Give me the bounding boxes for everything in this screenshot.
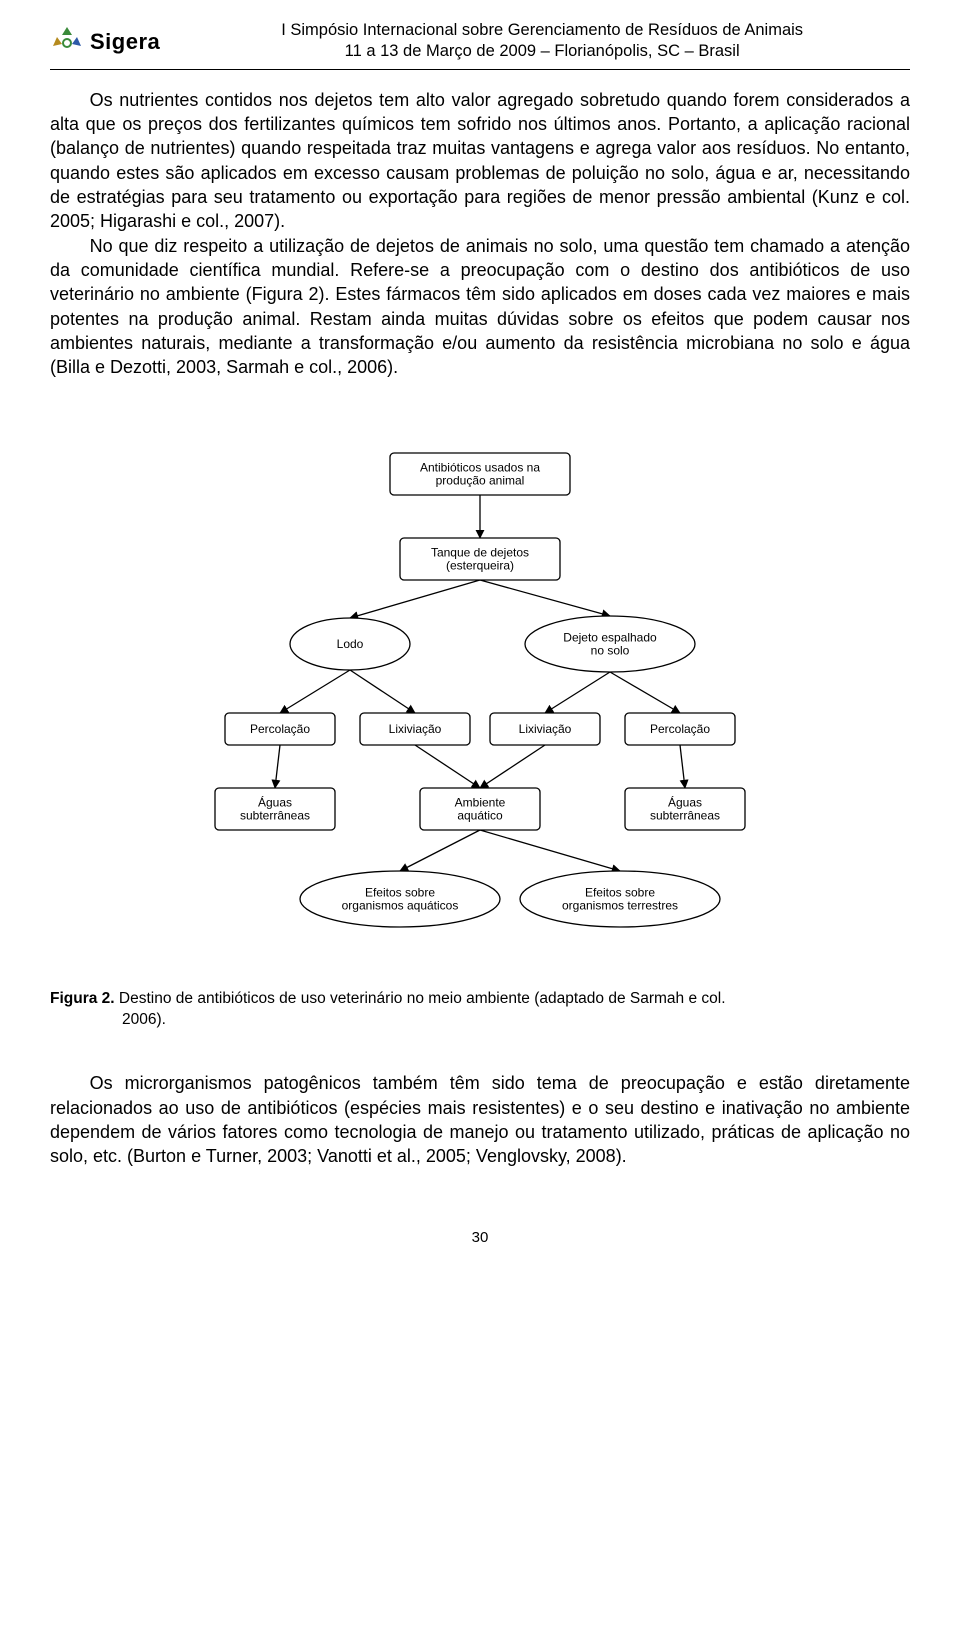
body-text-2: Os microrganismos patogênicos também têm… bbox=[50, 1071, 910, 1168]
svg-text:Percolação: Percolação bbox=[650, 722, 710, 736]
header-titles: I Simpósio Internacional sobre Gerenciam… bbox=[174, 20, 910, 63]
svg-text:subterrâneas: subterrâneas bbox=[650, 809, 720, 823]
page-header: Sigera I Simpósio Internacional sobre Ge… bbox=[50, 20, 910, 70]
svg-text:(esterqueira): (esterqueira) bbox=[446, 559, 514, 573]
svg-text:subterrâneas: subterrâneas bbox=[240, 809, 310, 823]
body-text: Os nutrientes contidos nos dejetos tem a… bbox=[50, 88, 910, 380]
logo: Sigera bbox=[50, 24, 160, 58]
svg-text:Lodo: Lodo bbox=[337, 637, 364, 651]
header-title-line1: I Simpósio Internacional sobre Gerenciam… bbox=[174, 20, 910, 41]
paragraph-3: Os microrganismos patogênicos também têm… bbox=[50, 1071, 910, 1168]
svg-text:organismos terrestres: organismos terrestres bbox=[562, 899, 678, 913]
svg-text:Antibióticos usados na: Antibióticos usados na bbox=[420, 461, 540, 475]
svg-text:Ambiente: Ambiente bbox=[455, 796, 506, 810]
svg-text:produção animal: produção animal bbox=[436, 474, 525, 488]
svg-text:organismos aquáticos: organismos aquáticos bbox=[342, 899, 459, 913]
svg-text:Águas: Águas bbox=[668, 795, 702, 810]
svg-text:Tanque de dejetos: Tanque de dejetos bbox=[431, 546, 529, 560]
svg-text:Percolação: Percolação bbox=[250, 722, 310, 736]
svg-text:Lixiviação: Lixiviação bbox=[519, 722, 572, 736]
svg-text:Lixiviação: Lixiviação bbox=[389, 722, 442, 736]
svg-text:Efeitos sobre: Efeitos sobre bbox=[585, 886, 655, 900]
svg-text:Dejeto espalhado: Dejeto espalhado bbox=[563, 631, 657, 645]
figure-2-diagram: Antibióticos usados naprodução animal Tan… bbox=[50, 439, 910, 939]
header-title-line2: 11 a 13 de Março de 2009 – Florianópolis… bbox=[174, 41, 910, 62]
recycle-icon bbox=[50, 24, 84, 58]
svg-text:Efeitos sobre: Efeitos sobre bbox=[365, 886, 435, 900]
svg-text:aquático: aquático bbox=[457, 809, 503, 823]
logo-text: Sigera bbox=[90, 27, 160, 57]
figure-caption-line1: Destino de antibióticos de uso veterinár… bbox=[115, 990, 726, 1007]
paragraph-2: No que diz respeito a utilização de deje… bbox=[50, 234, 910, 380]
figure-label: Figura 2. bbox=[50, 990, 115, 1007]
page-number: 30 bbox=[50, 1228, 910, 1248]
paragraph-1: Os nutrientes contidos nos dejetos tem a… bbox=[50, 88, 910, 234]
figure-2-caption: Figura 2. Destino de antibióticos de uso… bbox=[50, 989, 910, 1031]
svg-text:Águas: Águas bbox=[258, 795, 292, 810]
flowchart-svg: Antibióticos usados naprodução animal Tan… bbox=[200, 439, 760, 939]
figure-caption-line2: 2006). bbox=[50, 1010, 910, 1031]
svg-text:no solo: no solo bbox=[591, 644, 630, 658]
